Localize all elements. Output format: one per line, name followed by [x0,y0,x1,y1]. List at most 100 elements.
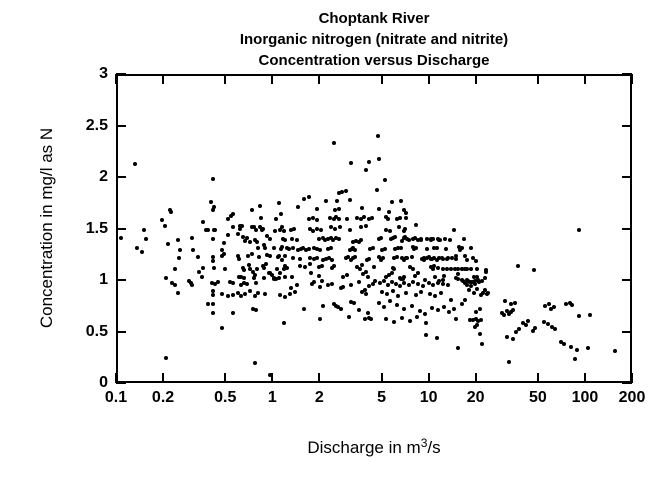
data-point [328,235,333,240]
data-point [502,298,507,303]
data-point [160,218,165,223]
data-point [251,269,256,274]
data-point [376,133,381,138]
data-point [451,306,456,311]
data-point [417,308,422,313]
data-point [350,256,355,261]
data-point [447,309,451,314]
data-point [364,167,369,172]
data-point [379,290,384,295]
data-point [359,262,364,267]
data-point [401,274,406,279]
data-point [416,282,421,287]
data-point [402,207,407,212]
data-point [398,198,403,203]
data-point [570,303,575,308]
data-point [320,263,325,268]
data-point [460,246,465,251]
data-point [177,256,181,261]
data-point [384,292,389,297]
data-point [360,271,365,276]
data-point [371,246,376,251]
data-point [369,317,374,322]
data-point [430,283,435,288]
data-point [378,258,383,263]
data-point [542,319,547,324]
data-point [187,279,192,284]
data-point [367,284,372,289]
data-point [327,256,332,261]
data-point [568,344,573,349]
data-point [333,235,338,240]
data-point [382,178,387,183]
data-point [393,234,398,239]
data-point [482,275,487,280]
data-point [482,288,487,293]
data-point [292,290,297,295]
data-point [367,159,372,164]
data-point [439,291,443,296]
data-point [319,227,324,232]
x-tick-top [271,74,274,84]
data-point [212,204,217,209]
data-point [423,311,428,316]
data-point [462,266,467,271]
data-point [349,299,354,304]
data-point [280,236,285,241]
data-point [387,210,392,215]
x-tick-label: 2 [314,389,324,406]
data-point [248,289,252,294]
chart-title-line2: Inorganic nitrogen (nitrate and nitrite) [239,31,509,48]
data-point [508,309,513,314]
data-point [141,227,146,232]
data-point [203,227,208,232]
x-tick-top [224,74,227,84]
y-tick-left [116,227,126,230]
data-point [235,254,240,259]
data-point [433,294,438,299]
data-point [376,236,381,241]
data-point [407,283,412,288]
data-point [336,236,341,241]
data-point [564,301,569,306]
data-point [333,207,338,212]
data-point [467,280,472,285]
data-point [382,279,387,284]
data-point [306,194,311,199]
data-point [478,318,483,323]
data-point [260,226,265,231]
data-point [431,256,436,261]
data-point [427,255,432,260]
data-point [376,255,381,260]
y-tick-right [622,382,632,384]
data-point [477,307,482,312]
data-point [230,225,235,230]
data-point [348,283,353,288]
data-point [400,316,405,321]
data-point [140,250,145,255]
data-point [575,348,580,353]
data-point [211,207,216,212]
data-point [403,234,408,239]
data-point [176,291,181,296]
data-point [310,216,315,221]
data-point [323,237,328,242]
data-point [404,216,409,221]
data-point [442,273,447,278]
data-point [276,200,281,205]
data-point [320,303,325,308]
data-point [464,278,469,282]
data-point [211,255,216,260]
data-point [453,275,458,280]
data-point [398,275,403,280]
data-point [351,300,356,305]
data-point [213,282,218,287]
data-point [254,227,259,232]
data-point [399,246,404,251]
data-point [380,248,385,253]
data-point [169,281,174,286]
data-point [382,304,387,309]
data-point [315,206,320,211]
data-point [462,236,467,241]
data-point [348,227,353,232]
